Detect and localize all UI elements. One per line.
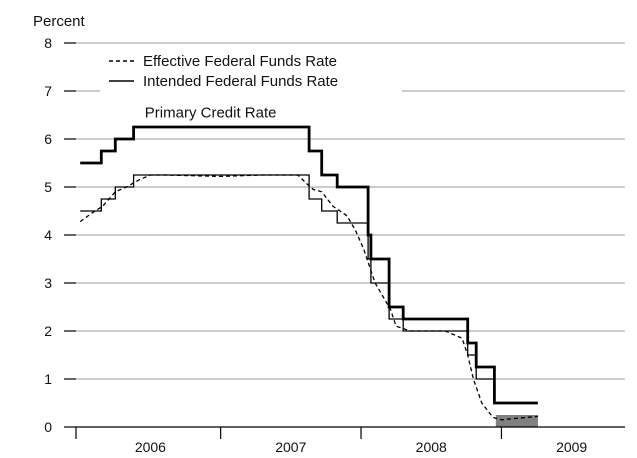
target-range-band-layer: [495, 415, 538, 427]
y-tick-label-5: 5: [44, 179, 52, 195]
y-tick-label-6: 6: [44, 131, 52, 147]
x-tick-label-2006: 2006: [135, 439, 166, 455]
y-tick-label-2: 2: [44, 323, 52, 339]
y-tick-label-3: 3: [44, 275, 52, 291]
legend-background: [100, 46, 402, 94]
y-axis-label: Percent: [33, 13, 86, 30]
x-tick-label-2007: 2007: [275, 439, 306, 455]
series-line-intended-federal-funds-rate: [80, 174, 495, 380]
y-tick-label-7: 7: [44, 83, 52, 99]
x-tick-label-2009: 2009: [556, 439, 587, 455]
legend: Effective Federal Funds Rate Intended Fe…: [100, 46, 402, 94]
y-tick-label-1: 1: [44, 371, 52, 387]
x-axis: 2006 2007 2008 2009: [75, 426, 625, 455]
annotation-primary-credit-rate: Primary Credit Rate: [145, 105, 277, 122]
series-line-effective-federal-funds-rate: [79, 174, 538, 421]
y-tick-label-0: 0: [44, 419, 52, 435]
x-tick-label-2008: 2008: [416, 439, 447, 455]
y-axis-ticks: 0 1 2 3 4 5 6 7 8: [44, 35, 76, 435]
y-tick-label-4: 4: [44, 227, 52, 243]
annotation-background: [144, 98, 314, 118]
series-lines: [79, 125, 538, 421]
legend-label-intended: Intended Federal Funds Rate: [143, 73, 338, 90]
series-line-primary-credit-rate: [80, 125, 538, 405]
y-tick-label-8: 8: [44, 35, 52, 51]
target-range-band: [495, 415, 538, 427]
legend-label-effective: Effective Federal Funds Rate: [143, 53, 337, 70]
